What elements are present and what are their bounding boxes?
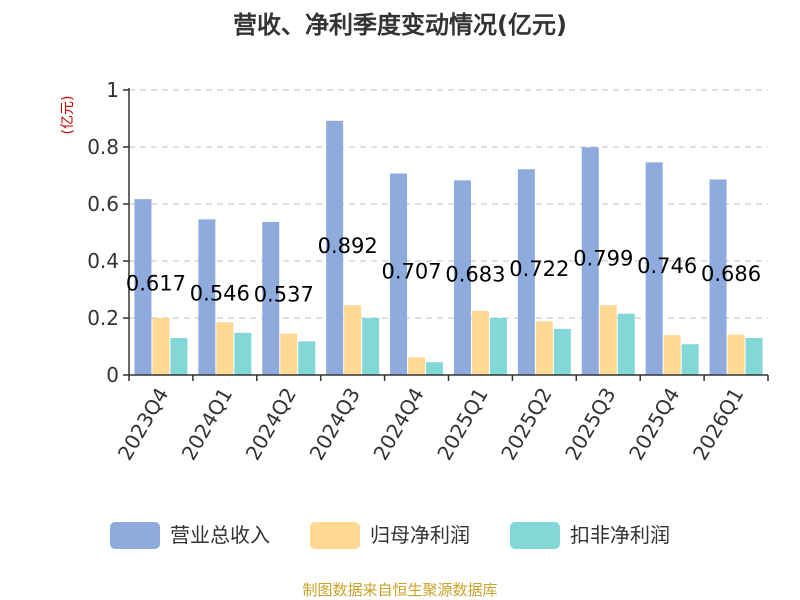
bar-1-2024Q2 <box>262 221 280 375</box>
y-axis-unit-label: (亿元) <box>60 96 76 135</box>
y-tick-label: 1 <box>106 78 119 102</box>
bar-1-2025Q4 <box>645 162 663 375</box>
bar-marks <box>134 120 763 375</box>
x-tick-label: 2025Q4 <box>624 384 684 465</box>
bar-2-2023Q4 <box>152 318 170 375</box>
x-tick-label: 2024Q3 <box>305 384 365 465</box>
bar-1-2025Q3 <box>581 147 599 375</box>
bar-2-2024Q2 <box>280 333 298 375</box>
legend-label: 归母净利润 <box>370 523 470 547</box>
x-tick-label: 2024Q4 <box>368 384 428 465</box>
legend-swatch <box>310 522 360 549</box>
x-tick-label: 2026Q1 <box>688 384 748 465</box>
bar-3-2024Q4 <box>426 362 444 375</box>
bar-1-2023Q4 <box>134 199 152 375</box>
data-label: 0.617 <box>126 272 186 296</box>
bar-1-2025Q2 <box>517 169 535 375</box>
bar-3-2024Q2 <box>298 341 316 375</box>
bar-1-2024Q3 <box>326 120 344 375</box>
y-tick-label: 0.8 <box>87 135 119 159</box>
y-axis-ticks: 0 0.2 0.4 0.6 0.8 1 <box>87 78 129 387</box>
data-label: 0.683 <box>445 263 505 287</box>
bar-3-2023Q4 <box>170 337 188 375</box>
y-tick-label: 0 <box>106 363 119 387</box>
bar-2-2025Q3 <box>599 305 617 375</box>
x-tick-label: 2025Q3 <box>560 384 620 465</box>
bar-1-2024Q4 <box>390 173 408 375</box>
chart-title: 营收、净利季度变动情况(亿元) <box>233 11 567 39</box>
legend-swatch <box>510 522 560 549</box>
x-tick-label: 2024Q2 <box>241 384 301 465</box>
legend-label: 营业总收入 <box>170 523 270 547</box>
bar-3-2025Q2 <box>553 328 571 375</box>
bar-2-2024Q3 <box>344 305 362 375</box>
y-tick-label: 0.2 <box>87 306 119 330</box>
data-source-note: 制图数据来自恒生聚源数据库 <box>302 581 497 599</box>
bar-2-2024Q1 <box>216 322 234 375</box>
bar-2-2025Q2 <box>535 321 553 375</box>
bar-1-2026Q1 <box>709 179 727 375</box>
bar-2-2025Q4 <box>663 335 681 375</box>
data-label: 0.537 <box>254 283 314 307</box>
x-tick-label: 2023Q4 <box>113 384 173 465</box>
data-label: 0.707 <box>381 259 441 283</box>
bar-3-2026Q1 <box>745 337 763 375</box>
legend-swatch <box>110 522 160 549</box>
x-axis-ticks: 2023Q4 2024Q1 2024Q2 2024Q3 2024Q4 2025Q1 2025… <box>113 375 769 465</box>
data-label: 0.892 <box>318 234 378 258</box>
bar-3-2025Q1 <box>489 318 507 375</box>
bar-3-2025Q3 <box>617 313 635 375</box>
data-label: 0.746 <box>637 254 697 278</box>
bar-1-2024Q1 <box>198 219 216 375</box>
y-tick-label: 0.4 <box>87 249 119 273</box>
data-label: 0.722 <box>509 257 569 281</box>
bar-2-2024Q4 <box>408 357 426 375</box>
legend-label: 扣非净利润 <box>570 523 670 547</box>
bar-2-2025Q1 <box>471 310 489 375</box>
x-tick-label: 2025Q2 <box>496 384 556 465</box>
data-label: 0.546 <box>190 281 250 305</box>
bar-2-2026Q1 <box>727 334 745 375</box>
bar-3-2025Q4 <box>681 344 699 375</box>
bar-1-2025Q1 <box>453 180 471 375</box>
data-label: 0.799 <box>573 247 633 271</box>
bar-3-2024Q1 <box>234 332 252 375</box>
y-tick-label: 0.6 <box>87 192 119 216</box>
legend: 营业总收入 归母净利润 扣非净利润 <box>110 522 670 549</box>
x-tick-label: 2025Q1 <box>432 384 492 465</box>
x-tick-label: 2024Q1 <box>177 384 237 465</box>
bar-3-2024Q3 <box>362 318 380 375</box>
data-label: 0.686 <box>701 262 761 286</box>
